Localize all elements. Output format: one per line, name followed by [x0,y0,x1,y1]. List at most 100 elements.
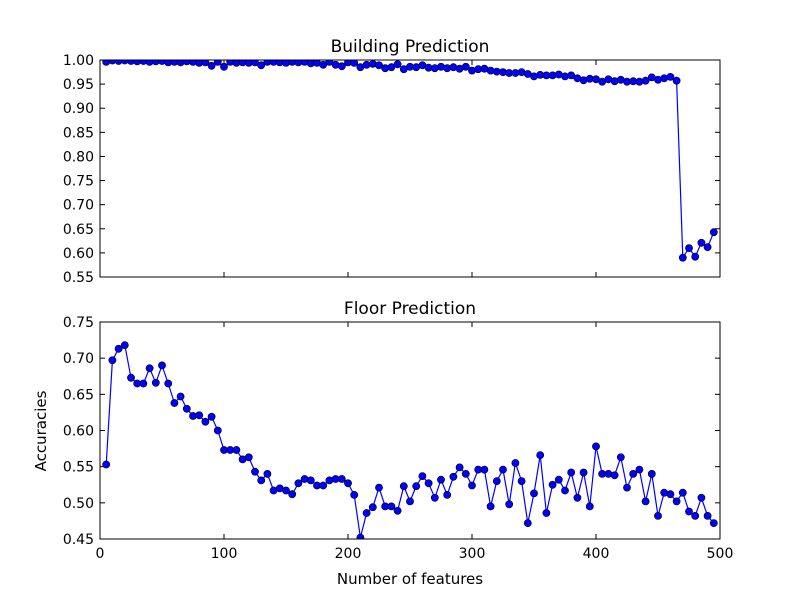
floor-data-point [468,481,476,490]
floor-data-point [703,512,712,520]
floor-data-point [635,465,644,474]
building-data-point [697,238,706,247]
floor-data-point [579,468,588,477]
floor-axes-frame [99,321,721,540]
building-data-point [678,253,687,262]
floor-data-point [449,472,458,481]
floor-data-point [554,475,563,484]
building-data-point [666,73,675,81]
floor-data-point [511,459,520,467]
floor-data-point [350,490,359,499]
floor-data-point [548,480,557,489]
floor-data-point [145,364,154,373]
floor-data-point [455,463,464,472]
building-data-point [393,60,402,69]
floor-data-point [170,399,179,407]
building-data-point [672,76,681,85]
floor-data-point [567,468,576,477]
floor-data-point [424,479,433,488]
floor-data-point [127,373,135,382]
building-data-point [691,252,700,261]
floor-data-point [505,500,514,509]
building-y-tick-label: 1.00 [63,53,94,69]
floor-data-point [641,497,650,506]
floor-data-point [672,497,681,506]
floor-data-point [406,497,414,506]
floor-data-point [356,533,365,539]
floor-data-point [678,488,687,497]
floor-data-point [251,467,259,476]
building-data-point [703,243,712,251]
floor-data-point [294,479,303,488]
floor-x-tick-label: 400 [583,546,610,562]
building-data-point [201,60,210,67]
floor-data-point [387,502,396,511]
floor-data-point [375,483,383,492]
floor-y-tick-label: 0.75 [63,315,94,331]
floor-x-tick-label: 100 [211,546,238,562]
floor-x-axis-label: Number of features [337,570,483,588]
floor-data-point [499,465,507,474]
floor-data-point [697,493,706,502]
floor-data-point [709,519,718,527]
building-y-tick-label: 0.60 [63,246,94,262]
floor-data-point [685,507,693,516]
building-y-tick-label: 0.70 [63,198,94,214]
floor-data-point [492,477,501,485]
floor-x-tick-label: 200 [335,546,362,562]
floor-data-point [536,451,545,459]
floor-data-point [610,471,619,480]
floor-data-point [616,453,625,462]
floor-data-point [362,509,371,517]
building-subplot: Building Prediction 0.55 0.60 0.65 0.70 0.75… [63,37,721,286]
building-data-point [257,61,266,70]
building-y-tick-label: 0.95 [63,77,94,93]
floor-data-point [201,417,210,426]
floor-data-point [430,493,439,502]
floor-data-point [319,481,328,490]
floor-y-axis-label: Accuracies [32,390,50,471]
floor-data-point [288,490,297,499]
floor-data-point [195,411,204,420]
floor-data-point [182,404,191,413]
floor-y-tick-label: 0.55 [63,460,94,476]
floor-data-point [207,412,216,421]
floor-data-point [629,469,638,478]
floor-data-point [368,503,377,512]
building-data-point [350,60,359,67]
floor-data-point [443,490,452,499]
building-title: Building Prediction [331,37,490,57]
floor-data-point [542,509,551,517]
building-y-tick-label: 0.55 [63,270,94,286]
floor-data-point [393,506,402,515]
floor-data-point [573,493,582,502]
building-axes-frame [99,59,721,278]
floor-data-point [585,502,594,511]
floor-data-point [108,356,117,365]
floor-data-point [691,512,700,520]
floor-data-point [592,442,600,451]
floor-data-point [176,392,185,401]
floor-data-point [120,341,129,349]
floor-y-tick-label: 0.45 [63,532,94,548]
floor-data-point [213,426,222,435]
building-data-point [207,61,216,70]
floor-data-point [244,453,253,462]
building-data-point [641,76,650,85]
floor-data-point [666,490,675,499]
floor-data-point [486,502,495,511]
building-y-tick-label: 0.80 [63,149,94,165]
floor-data-point [530,489,538,498]
floor-data-point [480,465,489,474]
building-data-point [213,60,222,66]
floor-data-point [561,486,569,495]
floor-title: Floor Prediction [344,299,476,319]
building-y-tick-label: 0.65 [63,222,94,238]
floor-y-tick-label: 0.65 [63,387,94,403]
building-y-tick-label: 0.85 [63,125,94,141]
building-data-point [220,62,228,71]
floor-subplot: Floor Prediction 0 100 200 300 400 500 0.45 0.5… [32,299,733,588]
floor-data-point [517,477,526,485]
floor-x-tick-label: 300 [459,546,486,562]
